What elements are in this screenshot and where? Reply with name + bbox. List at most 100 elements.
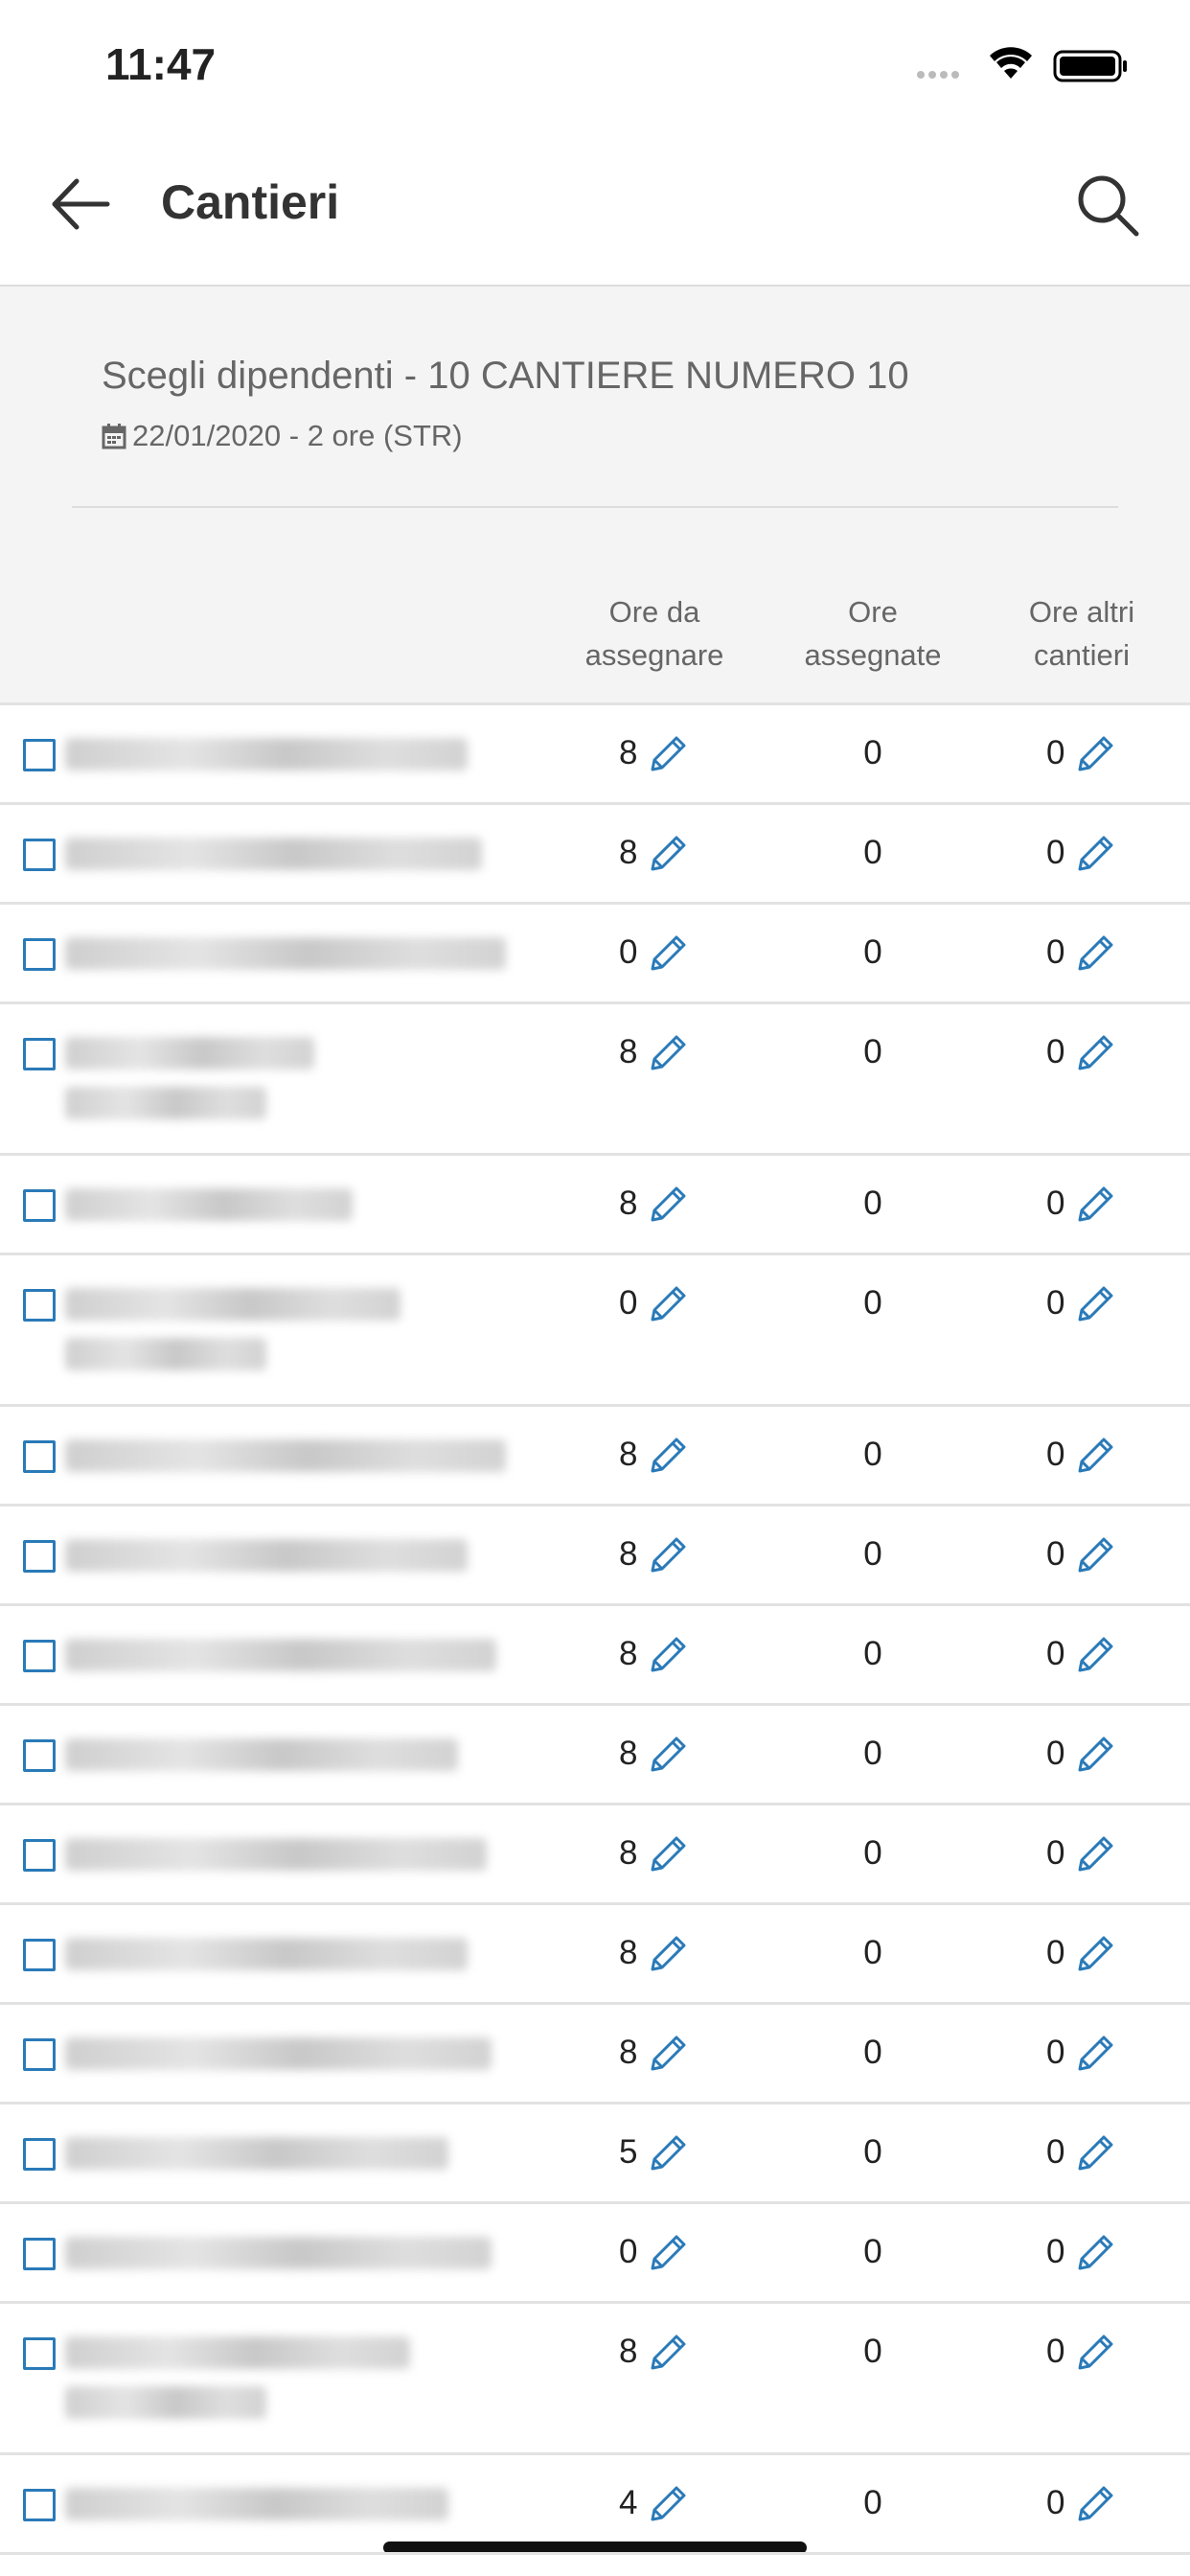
edit-button[interactable] — [650, 2333, 688, 2376]
table-row: 8 0 0 — [0, 1153, 1190, 1255]
edit-button[interactable] — [650, 1934, 688, 1977]
edit-button[interactable] — [1077, 1735, 1115, 1778]
checkbox[interactable] — [23, 2489, 56, 2521]
blurred-name — [65, 1738, 458, 1771]
checkbox[interactable] — [23, 1440, 56, 1473]
hours-value: 8 — [619, 1436, 638, 1473]
edit-button[interactable] — [650, 834, 688, 877]
hours-value: 0 — [619, 933, 638, 971]
edit-button[interactable] — [650, 2233, 688, 2276]
date-line: 22/01/2020 - 2 ore (STR) — [102, 419, 463, 453]
edit-button[interactable] — [1077, 1535, 1115, 1578]
edit-button[interactable] — [650, 1436, 688, 1479]
edit-button[interactable] — [1077, 1834, 1115, 1877]
checkbox[interactable] — [23, 2138, 56, 2171]
table-row: 0 0 0 — [0, 2201, 1190, 2304]
table-row: 8 0 0 — [0, 2002, 1190, 2104]
search-button[interactable] — [1075, 172, 1142, 240]
hours-value: 0 — [1046, 1735, 1065, 1772]
hours-value: 0 — [863, 834, 882, 871]
edit-button[interactable] — [650, 2034, 688, 2077]
hours-value: 0 — [863, 1184, 882, 1222]
checkbox[interactable] — [23, 2337, 56, 2370]
edit-button[interactable] — [1077, 1284, 1115, 1327]
blurred-name — [65, 1539, 468, 1572]
blurred-name — [65, 2386, 266, 2419]
edit-button[interactable] — [1077, 834, 1115, 877]
hours-value: 0 — [863, 2484, 882, 2521]
checkbox[interactable] — [23, 739, 56, 771]
hours-value: 8 — [619, 1535, 638, 1573]
hours-value: 0 — [863, 2333, 882, 2370]
date-text: 22/01/2020 - 2 ore (STR) — [132, 419, 463, 452]
edit-button[interactable] — [650, 1033, 688, 1076]
edit-button[interactable] — [650, 1535, 688, 1578]
table-row: 8 0 0 — [0, 1404, 1190, 1506]
hours-value: 0 — [863, 933, 882, 971]
edit-button[interactable] — [1077, 1184, 1115, 1228]
hours-value: 0 — [1046, 2333, 1065, 2370]
edit-button[interactable] — [650, 1635, 688, 1678]
edit-button[interactable] — [650, 1184, 688, 1228]
edit-button[interactable] — [1077, 2333, 1115, 2376]
back-button[interactable] — [50, 177, 113, 231]
checkbox[interactable] — [23, 839, 56, 871]
hours-value: 8 — [619, 734, 638, 771]
checkbox[interactable] — [23, 1640, 56, 1672]
checkbox[interactable] — [23, 1038, 56, 1070]
table-row: 4 0 0 — [0, 2452, 1190, 2555]
hours-value: 0 — [863, 1635, 882, 1672]
checkbox[interactable] — [23, 1939, 56, 1971]
hours-value: 0 — [1046, 2484, 1065, 2521]
edit-button[interactable] — [650, 1834, 688, 1877]
edit-button[interactable] — [650, 1284, 688, 1327]
blurred-name — [65, 1037, 314, 1070]
checkbox[interactable] — [23, 938, 56, 971]
hours-value: 0 — [863, 2133, 882, 2171]
edit-button[interactable] — [1077, 1635, 1115, 1678]
edit-button[interactable] — [650, 2484, 688, 2527]
edit-button[interactable] — [650, 933, 688, 977]
checkbox[interactable] — [23, 2038, 56, 2071]
checkbox[interactable] — [23, 1739, 56, 1772]
hours-value: 0 — [1046, 834, 1065, 871]
edit-button[interactable] — [650, 2133, 688, 2176]
column-header: Ore altri cantieri — [1028, 595, 1135, 672]
hours-value: 0 — [863, 1436, 882, 1473]
edit-button[interactable] — [1077, 2233, 1115, 2276]
table-row: 0 0 0 — [0, 1253, 1190, 1407]
blurred-name — [65, 2237, 492, 2269]
blurred-name — [65, 1288, 400, 1321]
hours-value: 0 — [863, 1033, 882, 1070]
blurred-name — [65, 2037, 492, 2070]
edit-button[interactable] — [1077, 1934, 1115, 1977]
table-end — [0, 2552, 1190, 2564]
blurred-name — [65, 1087, 266, 1119]
edit-button[interactable] — [1077, 734, 1115, 777]
edit-button[interactable] — [1077, 2133, 1115, 2176]
hours-value: 0 — [1046, 1033, 1065, 1070]
hours-value: 8 — [619, 1735, 638, 1772]
edit-button[interactable] — [1077, 933, 1115, 977]
header-title: Cantieri — [161, 175, 340, 229]
hours-value: 5 — [619, 2133, 638, 2171]
edit-button[interactable] — [1077, 2034, 1115, 2077]
hours-value: 0 — [1046, 2034, 1065, 2071]
checkbox[interactable] — [23, 2238, 56, 2270]
edit-button[interactable] — [1077, 1033, 1115, 1076]
edit-button[interactable] — [1077, 1436, 1115, 1479]
blurred-name — [65, 838, 482, 870]
edit-button[interactable] — [650, 1735, 688, 1778]
checkbox[interactable] — [23, 1540, 56, 1573]
checkbox[interactable] — [23, 1189, 56, 1222]
checkbox[interactable] — [23, 1289, 56, 1322]
column-header: Ore da assegnare — [584, 595, 724, 672]
hours-value: 0 — [863, 734, 882, 771]
edit-button[interactable] — [1077, 2484, 1115, 2527]
checkbox[interactable] — [23, 1839, 56, 1872]
blurred-name — [65, 738, 468, 770]
table-row: 0 0 0 — [0, 902, 1190, 1004]
table-row: 8 0 0 — [0, 1001, 1190, 1156]
edit-button[interactable] — [650, 734, 688, 777]
